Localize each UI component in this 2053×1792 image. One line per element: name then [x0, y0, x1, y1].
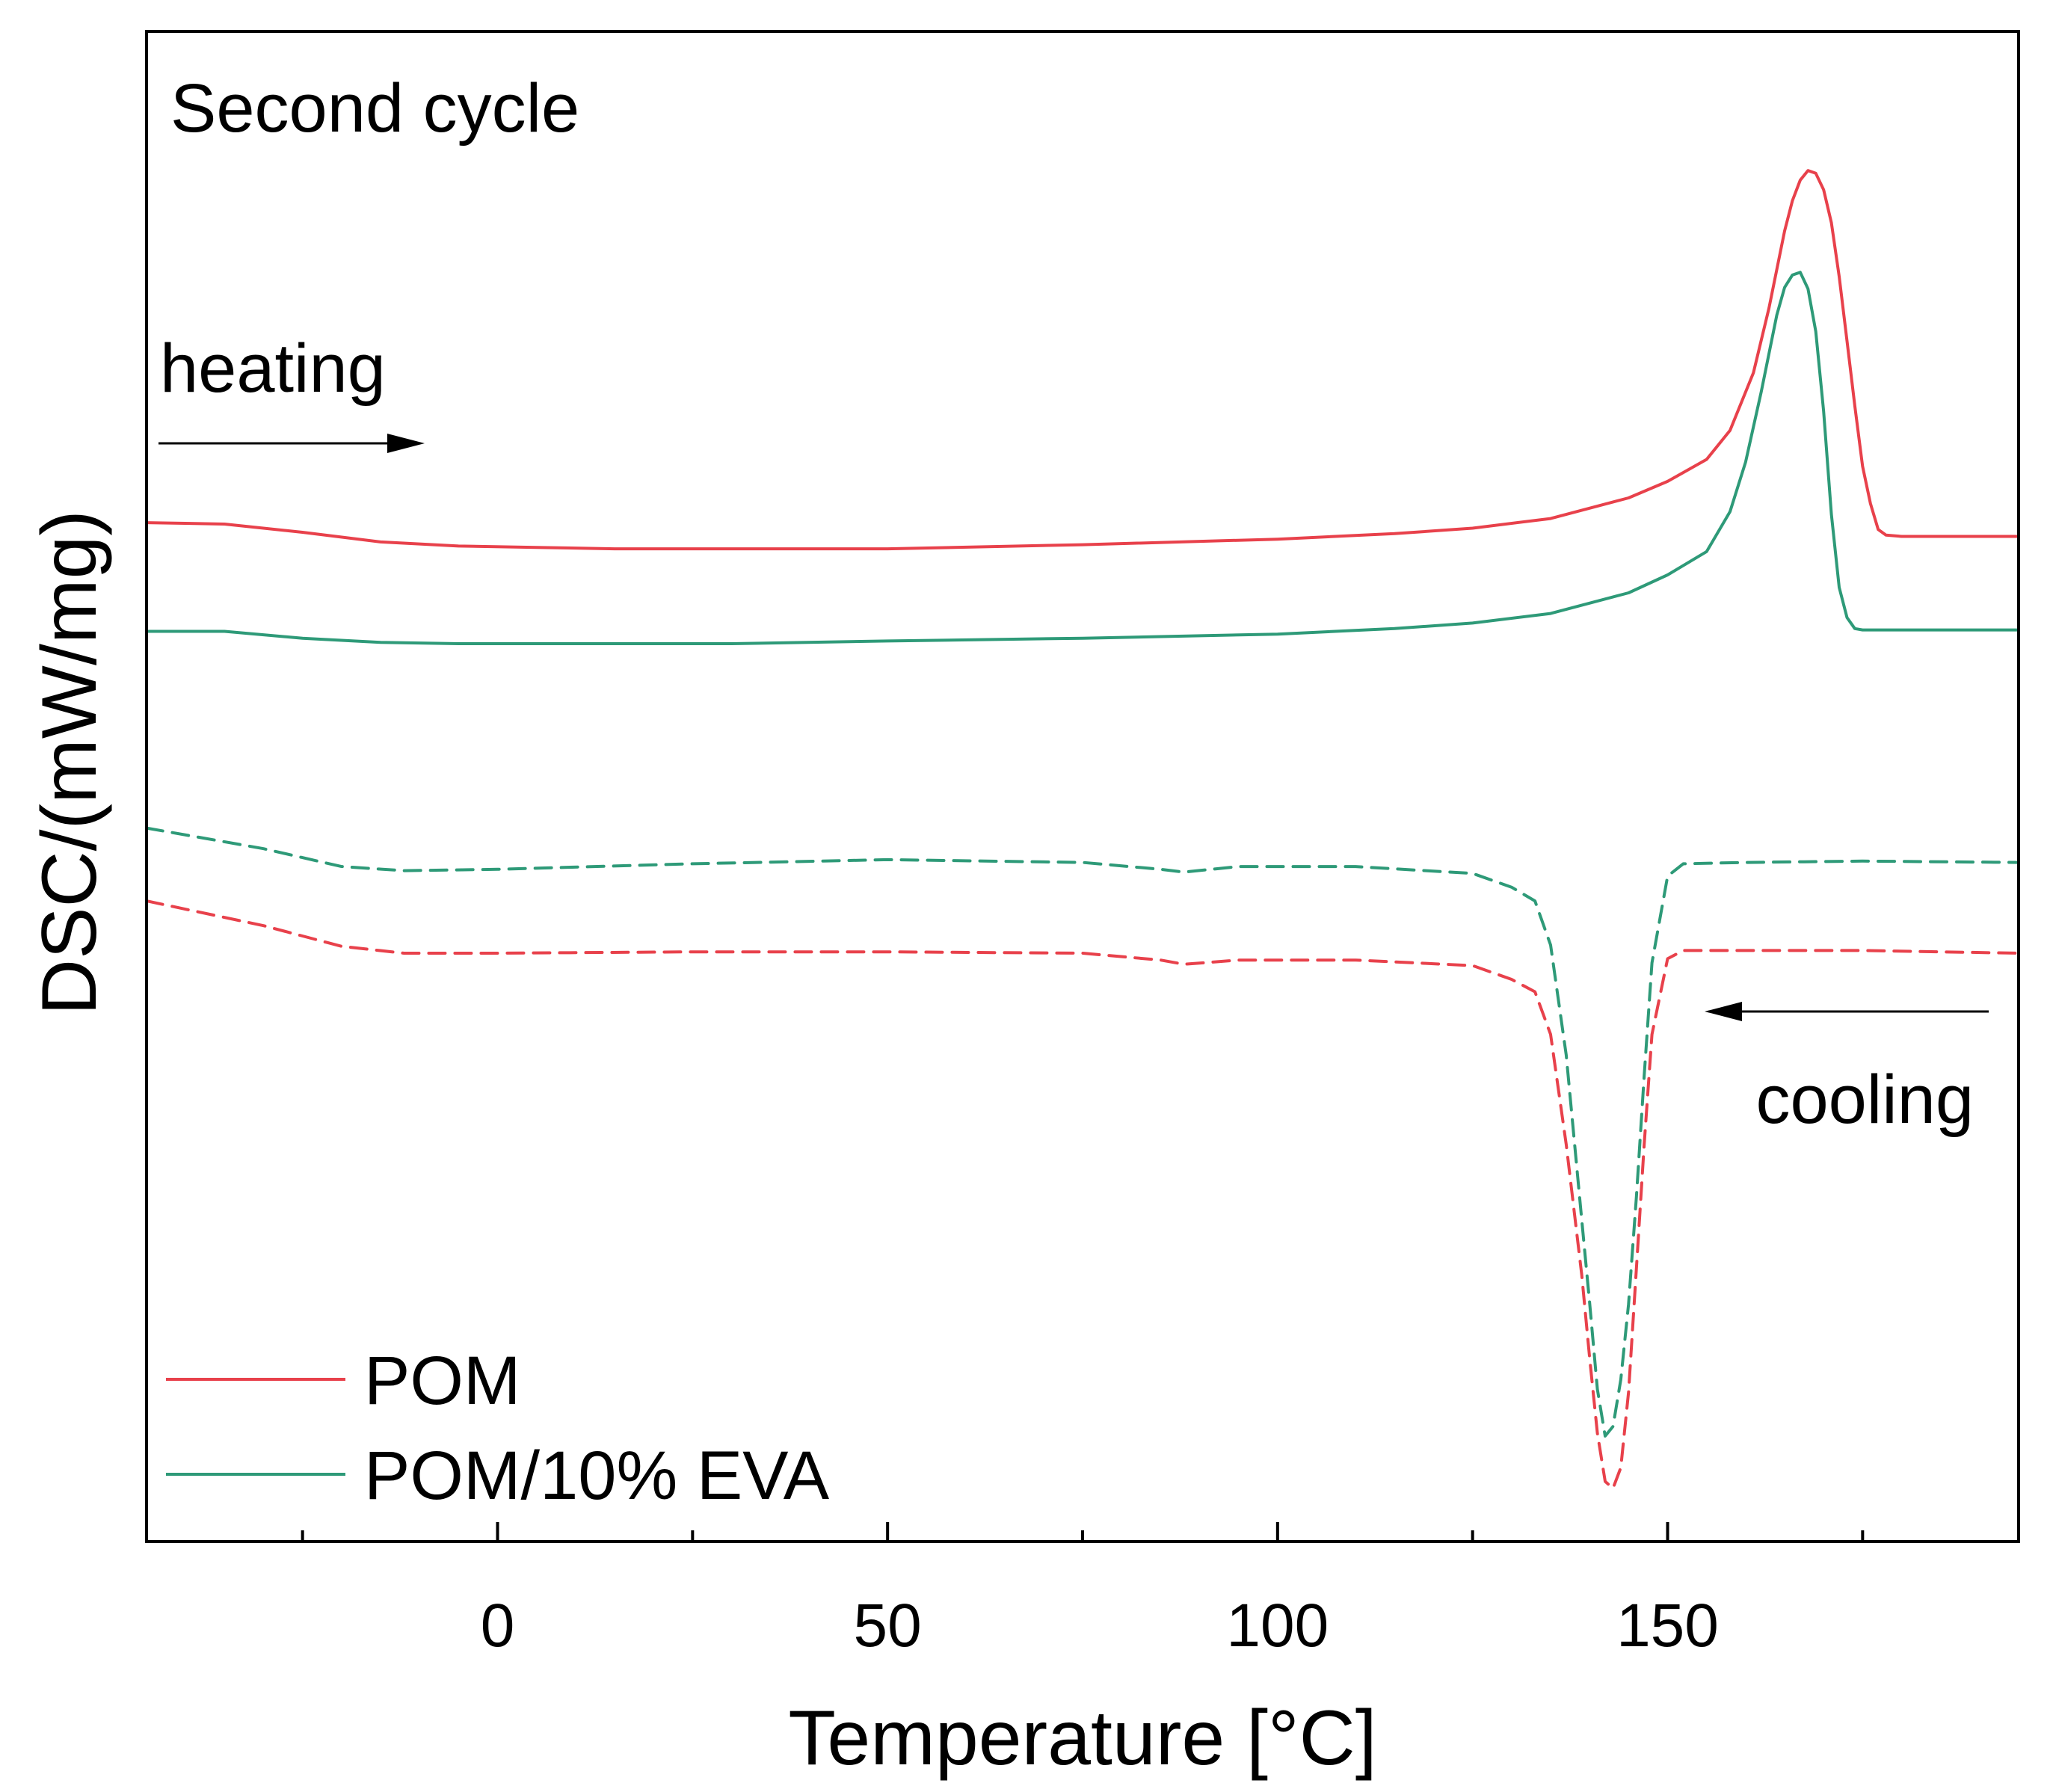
series-pom-10-eva-heating: [145, 271, 2020, 645]
series-pom-cooling: [145, 899, 2020, 1490]
x-tick-label: 0: [481, 1592, 515, 1660]
x-tick-label: 150: [1616, 1592, 1719, 1660]
x-axis-title: Temperature [°C]: [788, 1695, 1376, 1782]
heating-arrow: [158, 434, 425, 453]
series-pom-heating: [145, 169, 2020, 551]
cooling-label: cooling: [1755, 1062, 1974, 1138]
plot-series: [145, 169, 2020, 1490]
plot-frame: [145, 30, 2020, 1543]
legend-label-pom: POM: [364, 1343, 521, 1419]
y-axis-title: DSC/(mW/mg): [26, 510, 113, 1015]
x-tick-label: 100: [1226, 1592, 1329, 1660]
legend: POM POM/10% EVA: [166, 1343, 830, 1514]
x-tick-label: 50: [854, 1592, 922, 1660]
x-tick-labels: 0 50 100 150: [481, 1592, 1719, 1660]
legend-label-pom-eva: POM/10% EVA: [364, 1438, 830, 1514]
chart-title: Second cycle: [170, 70, 579, 147]
series-pom-10-eva-cooling: [145, 826, 2020, 1438]
x-ticks: [301, 1522, 1865, 1542]
heating-label: heating: [160, 330, 386, 407]
cooling-arrow: [1705, 1002, 1989, 1021]
